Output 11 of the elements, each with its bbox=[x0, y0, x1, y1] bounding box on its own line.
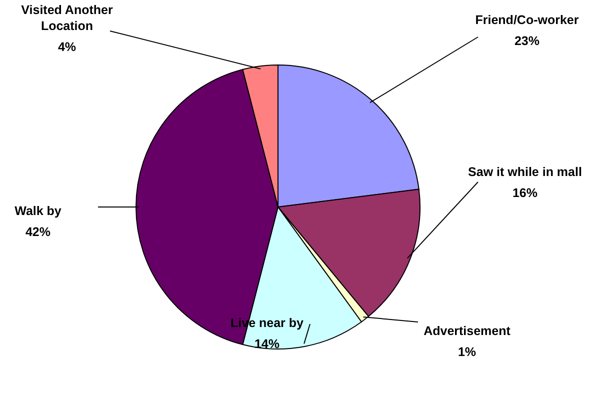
slice-label: Advertisement bbox=[424, 324, 512, 338]
data-label: 4% bbox=[58, 40, 76, 54]
slice-label: Visited Another Location bbox=[21, 3, 113, 33]
slice-label: Walk by bbox=[14, 204, 62, 218]
data-label: 16% bbox=[512, 186, 538, 200]
slice-label: Saw it while in mall bbox=[468, 165, 582, 179]
data-label: 14% bbox=[254, 337, 280, 351]
slice-label: Friend/Co-worker bbox=[475, 13, 579, 27]
data-label: 42% bbox=[25, 225, 51, 239]
data-label: 23% bbox=[514, 34, 540, 48]
data-label: 1% bbox=[458, 345, 476, 359]
